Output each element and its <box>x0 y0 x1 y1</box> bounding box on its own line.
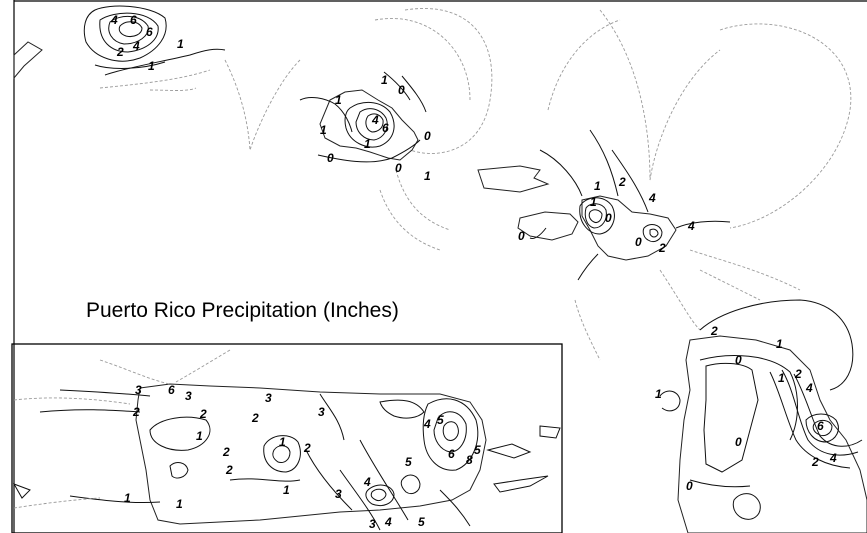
contour-label: 4 <box>384 515 392 529</box>
contour-label: 0 <box>735 435 742 449</box>
contour-label: 2 <box>225 463 233 477</box>
contour-label: 0 <box>395 161 402 175</box>
contour-label: 1 <box>283 483 290 497</box>
contour-label: 4 <box>423 417 431 431</box>
contour-label: 0 <box>327 151 334 165</box>
contour-label: 1 <box>594 179 601 193</box>
contour-label: 4 <box>829 451 837 465</box>
contour-label: 5 <box>418 515 425 529</box>
contour-label: 4 <box>132 39 140 53</box>
contour-label: 4 <box>110 13 118 27</box>
contour-label: 1 <box>279 435 286 449</box>
map-frame <box>13 0 867 533</box>
contour-label: 1 <box>320 123 327 137</box>
contour-label: 0 <box>605 211 612 225</box>
contour-label: 4 <box>363 475 371 489</box>
contour-label: 0 <box>424 129 431 143</box>
contour-label: 1 <box>196 429 203 443</box>
se-island-contours <box>659 269 867 533</box>
contour-label: 1 <box>335 93 342 107</box>
contour-label: 1 <box>776 337 783 351</box>
contour-label: 2 <box>116 45 124 59</box>
contour-label: 6 <box>382 121 389 135</box>
contour-label: 2 <box>794 367 802 381</box>
contour-label: 1 <box>177 37 184 51</box>
central-island-contours <box>224 8 493 251</box>
contour-label: 4 <box>805 381 813 395</box>
contour-label: 0 <box>735 353 742 367</box>
puerto-rico-contours <box>12 349 561 531</box>
contour-label: 5 <box>437 413 444 427</box>
contour-label: 1 <box>381 73 388 87</box>
contour-label: 0 <box>686 479 693 493</box>
contour-label: 2 <box>618 175 626 189</box>
contour-label: 1 <box>590 195 597 209</box>
contour-label: 2 <box>222 445 230 459</box>
contour-label: 2 <box>303 441 311 455</box>
contour-label: 3 <box>318 405 325 419</box>
contour-label: 6 <box>146 25 153 39</box>
contour-label: 1 <box>424 169 431 183</box>
contour-label: 4 <box>648 191 656 205</box>
contour-label: 3 <box>335 487 342 501</box>
contour-label: 6 <box>168 383 175 397</box>
contour-label: 4 <box>687 219 695 233</box>
contour-label: 2 <box>658 241 666 255</box>
contour-label: 3 <box>135 383 142 397</box>
contour-label: 0 <box>398 83 405 97</box>
contour-label: 1 <box>148 59 155 73</box>
contour-label: 6 <box>817 419 824 433</box>
inset-box <box>11 343 563 533</box>
contour-label: 0 <box>518 229 525 243</box>
contour-label: 1 <box>176 497 183 511</box>
contour-label: 8 <box>466 453 473 467</box>
nw-island-contours <box>13 5 226 91</box>
contour-label: 3 <box>369 517 376 531</box>
contour-label: 2 <box>251 411 259 425</box>
contour-label: 1 <box>655 387 662 401</box>
contour-label: 6 <box>130 13 137 27</box>
contour-label: 5 <box>405 455 412 469</box>
contour-label: 6 <box>448 447 455 461</box>
east-islands-contours <box>477 9 852 361</box>
contour-label: 2 <box>199 407 207 421</box>
contour-label: 4 <box>371 113 379 127</box>
contour-label: 1 <box>778 371 785 385</box>
contour-label: 2 <box>811 455 819 469</box>
contour-label: 3 <box>185 389 192 403</box>
contour-label: 2 <box>132 405 140 419</box>
map-title: Puerto Rico Precipitation (Inches) <box>86 299 399 322</box>
contour-label: 2 <box>710 324 718 338</box>
contour-label: 1 <box>124 491 131 505</box>
contour-label: 1 <box>364 137 371 151</box>
contour-label: 3 <box>265 391 272 405</box>
contour-label: 5 <box>474 443 481 457</box>
contour-labels: 4 6 6 2 4 1 1 1 0 1 1 4 6 0 0 1 1 0 1 2 … <box>110 13 837 531</box>
contour-label: 0 <box>635 235 642 249</box>
